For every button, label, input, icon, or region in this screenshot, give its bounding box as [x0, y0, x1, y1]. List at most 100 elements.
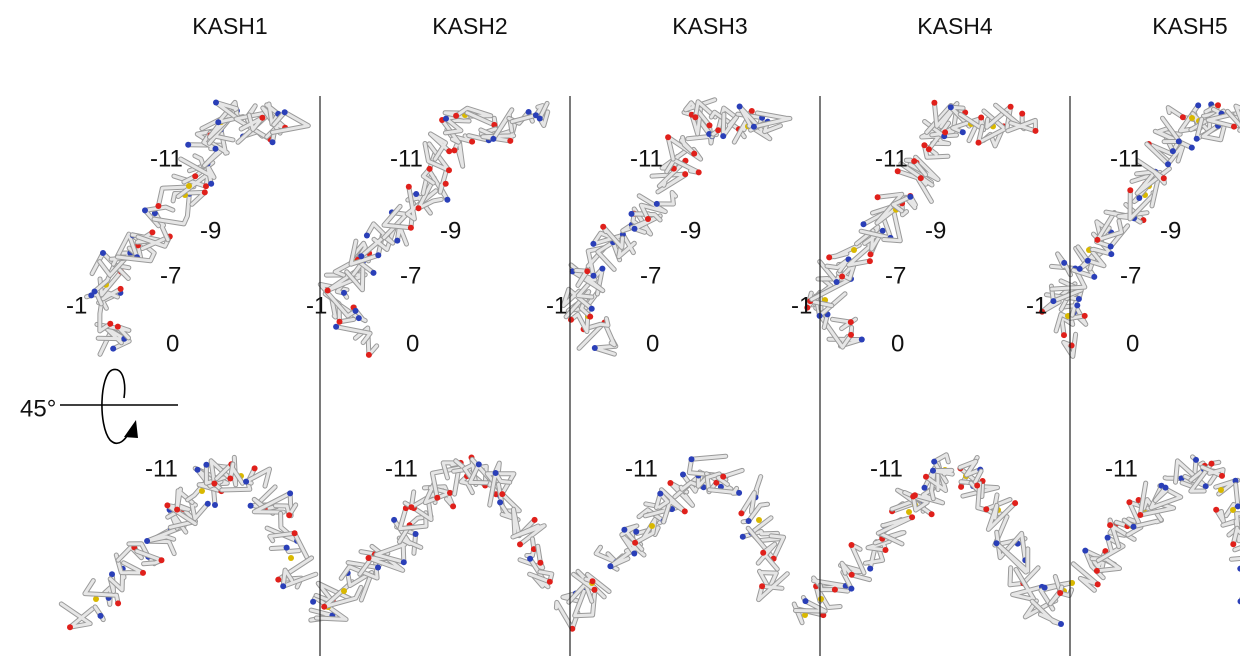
atom: [100, 250, 106, 256]
atom: [1165, 161, 1171, 167]
atom: [109, 571, 115, 577]
atom: [547, 579, 553, 585]
atom: [1076, 296, 1082, 302]
atom: [861, 221, 867, 227]
atom: [243, 479, 249, 485]
molecule: [563, 100, 790, 354]
atom: [760, 550, 766, 556]
atom: [1126, 499, 1132, 505]
molecule: [804, 100, 1038, 347]
atom: [715, 127, 721, 133]
residue-label: -11: [870, 455, 903, 482]
atom: [978, 115, 984, 121]
atom: [1161, 175, 1167, 181]
atom: [427, 166, 433, 172]
atom: [906, 509, 912, 515]
residue-label: -9: [1160, 217, 1181, 244]
residue-label: -11: [875, 145, 908, 172]
residue-label: -7: [640, 262, 661, 289]
atom: [1213, 507, 1219, 513]
atom: [803, 598, 809, 604]
atom: [286, 512, 292, 518]
atom: [942, 129, 948, 135]
atom: [280, 583, 286, 589]
residue-label: -1: [66, 292, 87, 319]
panel-title: KASH1: [192, 13, 267, 39]
atom: [164, 502, 170, 508]
atom: [375, 565, 381, 571]
atom: [1136, 195, 1142, 201]
atom: [1058, 621, 1064, 627]
atom: [665, 134, 671, 140]
atom: [408, 504, 414, 510]
atom: [337, 319, 343, 325]
molecule: [87, 100, 309, 355]
atom: [211, 481, 217, 487]
atom: [453, 113, 459, 119]
residue-label: -11: [1110, 145, 1143, 172]
atom: [632, 540, 638, 546]
residue-label: 0: [1126, 330, 1139, 357]
atom: [983, 506, 989, 512]
atom: [366, 352, 372, 358]
atom: [1094, 237, 1100, 243]
atom: [248, 503, 254, 509]
atom: [1105, 535, 1111, 541]
molecule: [61, 457, 315, 630]
atom: [341, 588, 347, 594]
atom: [958, 484, 964, 490]
atom: [1189, 145, 1195, 151]
atom: [960, 129, 966, 135]
atom: [849, 542, 855, 548]
atom: [447, 490, 453, 496]
atom: [645, 216, 651, 222]
atom: [107, 321, 113, 327]
atom: [568, 317, 574, 323]
atom: [446, 167, 452, 173]
residue-label: -9: [200, 217, 221, 244]
atom: [707, 122, 713, 128]
atom: [174, 507, 180, 513]
atom: [469, 139, 475, 145]
atom: [848, 319, 854, 325]
atom: [532, 517, 538, 523]
atom: [159, 557, 165, 563]
atom: [490, 136, 496, 142]
atom: [92, 289, 98, 295]
atom: [859, 337, 865, 343]
atom: [416, 205, 422, 211]
atom: [736, 490, 742, 496]
atom: [282, 109, 288, 115]
atom: [818, 596, 824, 602]
atom: [537, 560, 543, 566]
atom: [371, 270, 377, 276]
atom: [443, 181, 449, 187]
residue-label: -1: [1026, 292, 1047, 319]
atom: [759, 583, 765, 589]
atom: [1061, 332, 1067, 338]
atom: [929, 511, 935, 517]
atom: [333, 324, 339, 330]
molecule: [310, 455, 553, 621]
atom: [849, 572, 855, 578]
residue-label: -11: [630, 145, 663, 172]
residue-label: -9: [440, 217, 461, 244]
atom: [632, 226, 638, 232]
atom: [93, 596, 99, 602]
atom: [493, 470, 499, 476]
atom: [720, 474, 726, 480]
residue-label: -7: [885, 262, 906, 289]
atom: [867, 566, 873, 572]
atom: [259, 115, 265, 121]
structures: [61, 100, 1240, 632]
atom: [213, 100, 219, 106]
atom: [923, 474, 929, 480]
atom: [912, 492, 918, 498]
atom: [1033, 128, 1039, 134]
atom: [629, 211, 635, 217]
atom: [649, 523, 655, 529]
atom: [868, 251, 874, 257]
atom: [1180, 114, 1186, 120]
atom: [692, 114, 698, 120]
atom: [203, 462, 209, 468]
